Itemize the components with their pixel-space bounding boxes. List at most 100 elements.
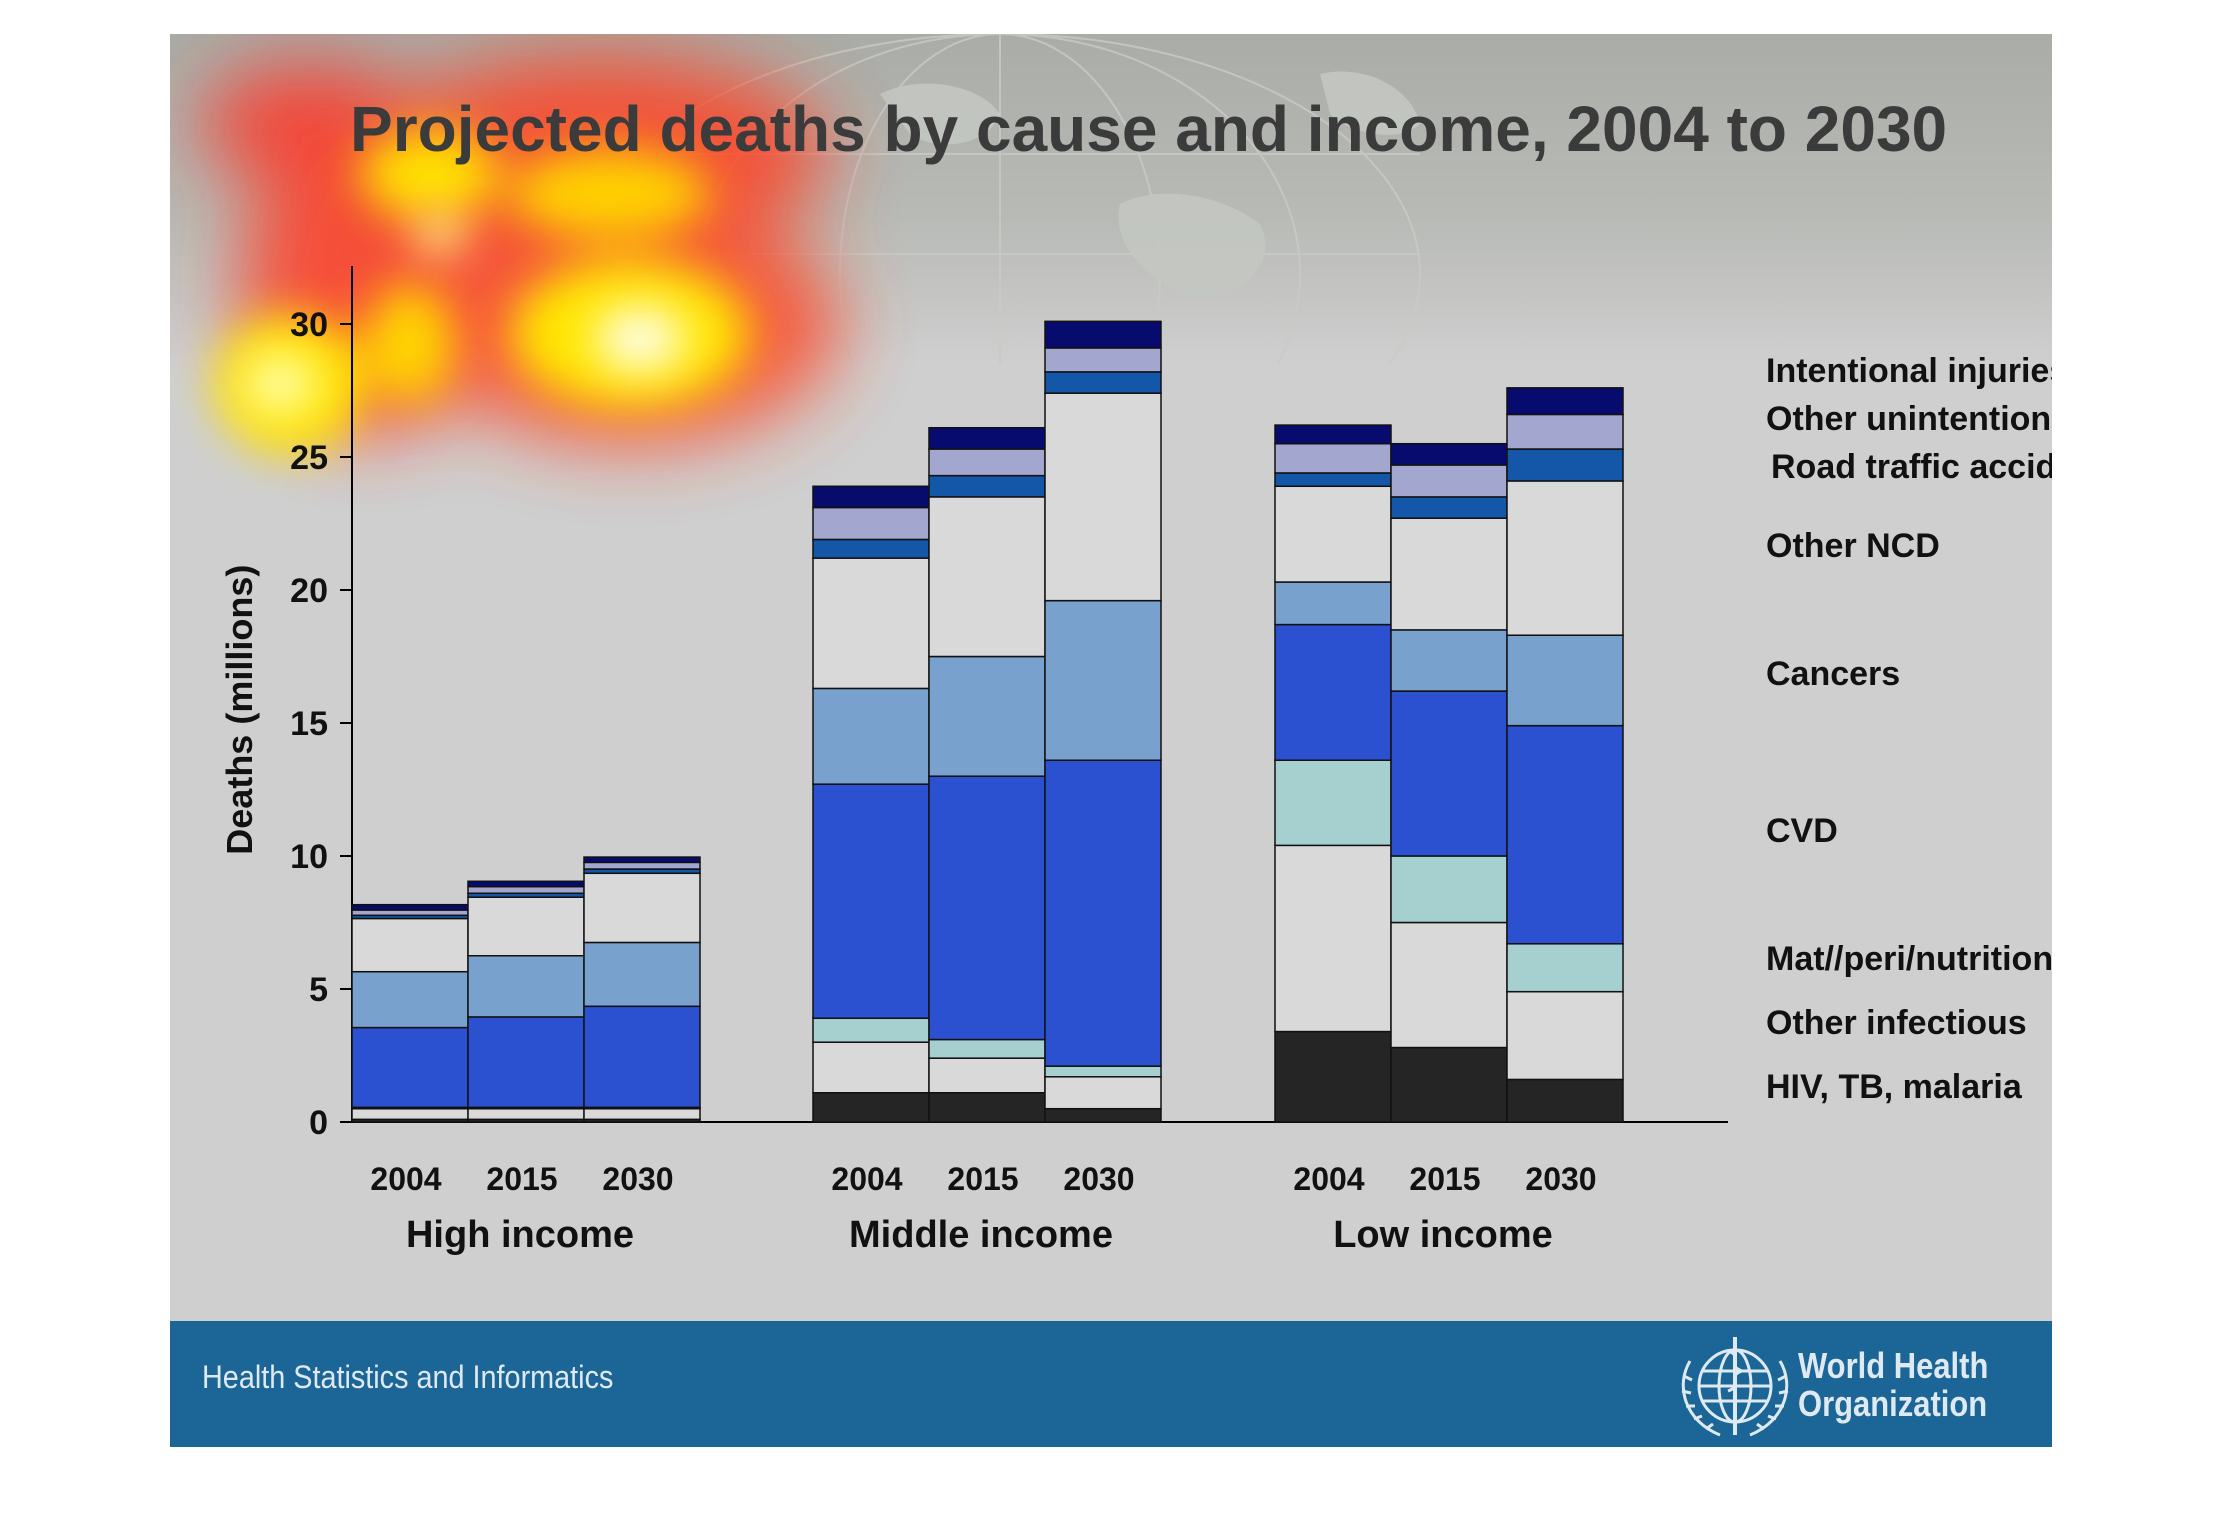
- bar-segment-other-infectious: [467, 1107, 585, 1121]
- bar-segment-intentional-injuries: [928, 426, 1046, 450]
- bar-segment-road-traffic-accidents: [1274, 472, 1392, 488]
- bar-segment-other-infectious: [812, 1041, 930, 1094]
- y-tick-label: 15: [290, 705, 328, 743]
- bar-segment-cancers: [583, 941, 701, 1008]
- bar-segment-hiv-tb-malaria: [1390, 1046, 1508, 1123]
- y-tick-label: 20: [290, 572, 328, 610]
- bar-segment-cvd: [1274, 623, 1392, 761]
- bar-segment-cancers: [351, 970, 469, 1029]
- bar-segment-mat-peri-nutritional: [812, 1017, 930, 1043]
- bar-segment-cancers: [467, 955, 585, 1018]
- bar-segment-other-unintentional: [928, 448, 1046, 477]
- bar-segment-other-unintentional: [1044, 347, 1162, 373]
- bar-segment-hiv-tb-malaria: [1506, 1078, 1624, 1123]
- bar-segment-other-ncd: [1390, 517, 1508, 631]
- bar-segment-hiv-tb-malaria: [1044, 1107, 1162, 1123]
- bar-segment-other-ncd: [928, 496, 1046, 658]
- bar-segment-other-infectious: [351, 1107, 469, 1121]
- bar-segment-cvd: [928, 775, 1046, 1041]
- x-tick-label: 2030: [602, 1161, 673, 1197]
- bar-segment-intentional-injuries: [1390, 442, 1508, 466]
- bar-segment-mat-peri-nutritional: [1044, 1065, 1162, 1078]
- bar-segment-other-infectious: [1274, 844, 1392, 1033]
- bar-segment-cancers: [1390, 629, 1508, 692]
- group-label: Middle income: [849, 1214, 1113, 1256]
- globe-watermark: [620, 34, 1421, 364]
- bar-segment-other-unintentional: [812, 506, 930, 541]
- bar-segment-other-infectious: [583, 1107, 701, 1121]
- who-name: World Health Organization: [1798, 1347, 1988, 1423]
- x-tick-label: 2004: [370, 1161, 441, 1197]
- bar-segment-other-infectious: [1390, 921, 1508, 1049]
- x-tick-label: 2015: [486, 1161, 557, 1197]
- legend-label: Mat//peri/nutritional: [1766, 940, 2052, 978]
- legend-label: HIV, TB, malaria: [1766, 1068, 2023, 1106]
- heatmap-overlay: [200, 54, 840, 454]
- bar-segment-cvd: [1390, 690, 1508, 857]
- bar-segment-hiv-tb-malaria: [928, 1091, 1046, 1123]
- y-tick-label: 25: [290, 439, 328, 477]
- y-tick-label: 10: [290, 838, 328, 876]
- bar-segment-other-unintentional: [351, 909, 469, 917]
- bar-segment-intentional-injuries: [1506, 387, 1624, 416]
- bar-segment-cvd: [1044, 759, 1162, 1067]
- bar-segment-mat-peri-nutritional: [1390, 855, 1508, 924]
- bar-segment-cancers: [1506, 634, 1624, 727]
- x-tick-label: 2030: [1525, 1161, 1596, 1197]
- y-tick-label: 30: [290, 306, 328, 344]
- bar-segment-other-ncd: [1506, 480, 1624, 636]
- legend-label: Other NCD: [1766, 527, 1940, 565]
- department-label: Health Statistics and Informatics: [202, 1359, 614, 1395]
- who-emblem-icon: [1681, 1337, 1789, 1437]
- bar-segment-hiv-tb-malaria: [812, 1091, 930, 1123]
- bar-segment-road-traffic-accidents: [812, 538, 930, 559]
- bar-segment-hiv-tb-malaria: [1274, 1030, 1392, 1123]
- bar-segment-other-unintentional: [583, 861, 701, 870]
- y-tick-label: 5: [309, 971, 328, 1009]
- legend-label: Cancers: [1766, 655, 1900, 693]
- bar-segment-other-ncd: [812, 557, 930, 690]
- bar-segment-cvd: [467, 1016, 585, 1109]
- bar-segment-intentional-injuries: [1044, 320, 1162, 349]
- bar-segment-cancers: [1274, 581, 1392, 626]
- x-tick-label: 2015: [1409, 1161, 1480, 1197]
- bar-segment-intentional-injuries: [583, 856, 701, 864]
- x-tick-label: 2004: [1293, 1161, 1364, 1197]
- x-tick-label: 2004: [831, 1161, 902, 1197]
- bar-segment-other-ncd: [583, 872, 701, 944]
- chart-title: Projected deaths by cause and income, 20…: [350, 93, 1948, 165]
- who-name-line1: World Health: [1798, 1345, 1989, 1386]
- bar-segment-cvd: [583, 1005, 701, 1109]
- bar-segment-other-ncd: [467, 896, 585, 957]
- y-tick-label: 0: [309, 1104, 328, 1142]
- bar-segment-road-traffic-accidents: [1506, 448, 1624, 482]
- bar-segment-intentional-injuries: [351, 903, 469, 911]
- legend-label: Road traffic accidents: [1771, 448, 2052, 486]
- bar-segment-intentional-injuries: [812, 485, 930, 509]
- bar-segment-other-unintentional: [1274, 442, 1392, 474]
- bar-segment-other-unintentional: [467, 885, 585, 894]
- legend-label: Other infectious: [1766, 1004, 2027, 1042]
- bar-segment-cvd: [351, 1026, 469, 1109]
- bar-segment-cancers: [1044, 599, 1162, 761]
- group-label: High income: [406, 1214, 634, 1256]
- bar-segment-intentional-injuries: [467, 880, 585, 888]
- who-name-line2: Organization: [1798, 1383, 1988, 1424]
- y-axis-label: Deaths (millions): [219, 565, 260, 855]
- bar-segment-cvd: [812, 783, 930, 1020]
- bar-segment-other-unintentional: [1390, 464, 1508, 498]
- bar-segment-road-traffic-accidents: [1390, 496, 1508, 519]
- bar-segment-cancers: [812, 687, 930, 785]
- bar-segment-other-unintentional: [1506, 413, 1624, 450]
- group-label: Low income: [1333, 1214, 1553, 1256]
- x-tick-label: 2030: [1063, 1161, 1134, 1197]
- bar-segment-other-infectious: [1044, 1076, 1162, 1110]
- legend-label: Intentional injuries: [1766, 352, 2052, 390]
- slide: Projected deaths by cause and income, 20…: [170, 34, 2052, 1447]
- footer-bar: Health Statistics and Informatics World …: [170, 1321, 2052, 1447]
- x-tick-label: 2015: [947, 1161, 1018, 1197]
- bar-segment-other-ncd: [1274, 485, 1392, 583]
- bar-segment-cancers: [928, 655, 1046, 777]
- stacked-bar-chart: 0 5 10 15 20 25 30 Deaths (millions) 2004 2015 203…: [219, 266, 2052, 1256]
- bar-segment-mat-peri-nutritional: [928, 1038, 1046, 1059]
